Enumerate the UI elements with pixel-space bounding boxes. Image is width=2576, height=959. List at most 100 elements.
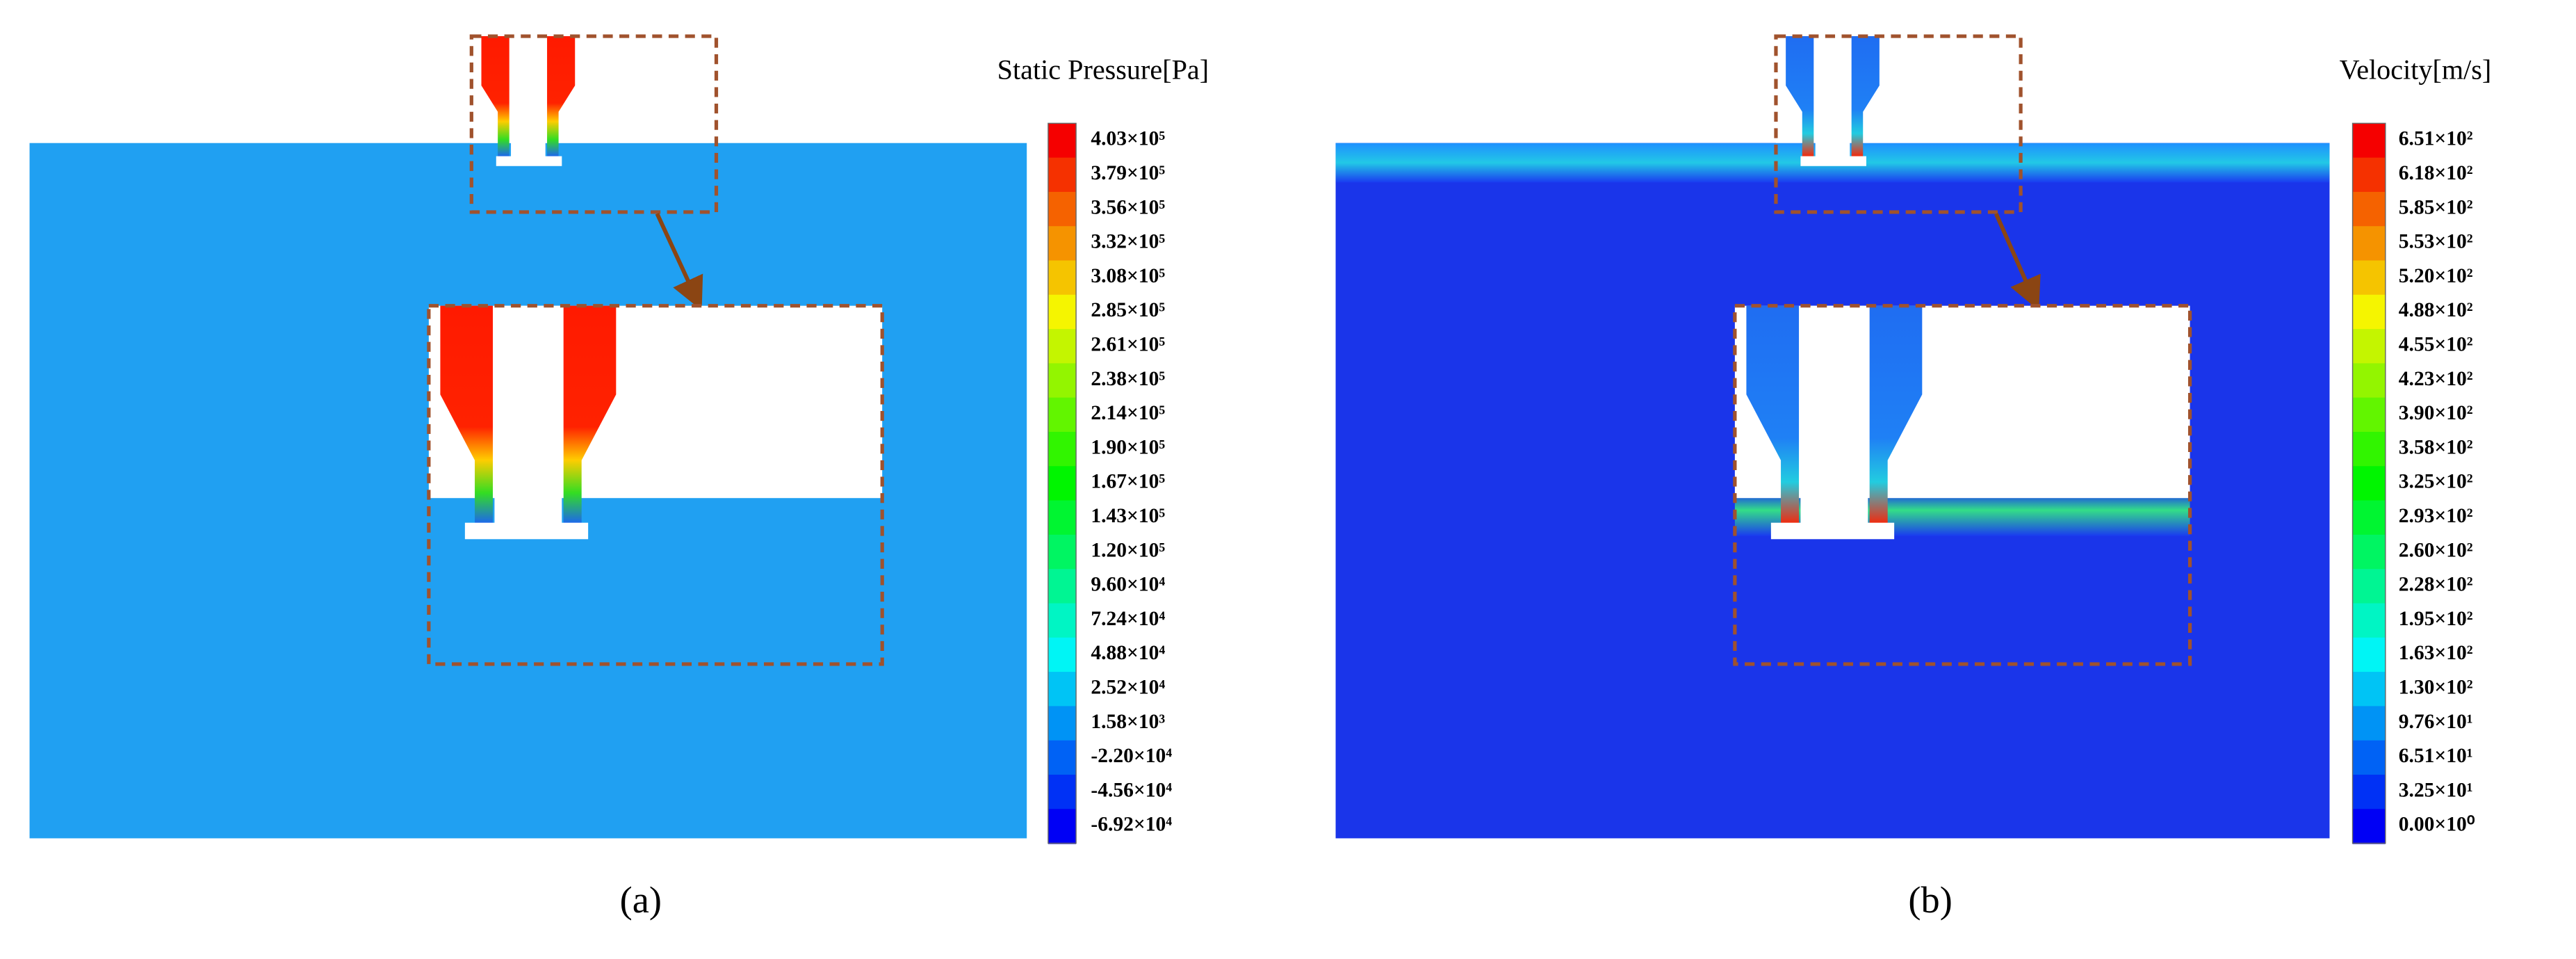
colorbar-label: 6.51×10¹ <box>2399 745 2473 767</box>
inset-flange <box>1770 522 1895 540</box>
inset-nozzle-left <box>1746 305 1800 526</box>
colorbar-label: 9.60×10⁴ <box>1091 574 1165 596</box>
flange <box>496 156 562 166</box>
colorbar-band <box>2352 123 2386 159</box>
colorbar-label: 4.23×10² <box>2399 368 2473 390</box>
colorbar-label: 2.93×10² <box>2399 505 2473 527</box>
colorbar-label: 1.20×10⁵ <box>1091 539 1165 561</box>
zoom-arrow <box>655 213 703 311</box>
colorbar-label: 3.25×10² <box>2399 471 2473 493</box>
colorbar-label: 5.53×10² <box>2399 231 2473 253</box>
inset-flange <box>464 522 589 540</box>
inset-nozzle-left <box>440 305 494 526</box>
colorbar-band <box>1047 809 1077 844</box>
zoom-box-small <box>1774 34 2023 214</box>
colorbar-band <box>1047 226 1077 261</box>
inset-stem <box>1800 305 1868 530</box>
colorbar-label: 5.85×10² <box>2399 196 2473 218</box>
colorbar-band <box>2352 740 2386 776</box>
colorbar-band <box>2352 534 2386 570</box>
colorbar-label: 7.24×10⁴ <box>1091 608 1165 630</box>
colorbar-label: 2.60×10² <box>2399 539 2473 561</box>
colorbar-band <box>2352 466 2386 501</box>
colorbar-band <box>1047 672 1077 707</box>
colorbar-band <box>1047 191 1077 227</box>
inset-stem <box>494 305 562 530</box>
colorbar-label: 3.90×10² <box>2399 402 2473 424</box>
colorbar-label: 4.55×10² <box>2399 334 2473 356</box>
colorbar-band <box>1047 706 1077 741</box>
caption: (b) <box>1908 879 1952 921</box>
colorbar-band <box>2352 431 2386 467</box>
colorbar-band <box>2352 226 2386 261</box>
colorbar-band <box>1047 260 1077 296</box>
nozzle-left <box>481 36 510 158</box>
nozzle-left <box>1786 36 1814 158</box>
colorbar-band <box>2352 500 2386 536</box>
colorbar-band <box>2352 774 2386 810</box>
colorbar-band <box>1047 157 1077 193</box>
colorbar-band <box>2352 260 2386 296</box>
colorbar-label: 5.20×10² <box>2399 265 2473 287</box>
colorbar-label: 2.52×10⁴ <box>1091 676 1165 698</box>
colorbar-band <box>2352 809 2386 844</box>
colorbar-band <box>1047 431 1077 467</box>
colorbar-band <box>2352 637 2386 673</box>
inset-nozzle-right <box>563 305 617 526</box>
colorbar-label: 4.88×10⁴ <box>1091 642 1165 664</box>
colorbar-band <box>1047 329 1077 364</box>
legend-title: Static Pressure[Pa] <box>997 54 1209 86</box>
colorbar-band <box>1047 603 1077 638</box>
flange <box>1800 156 1866 166</box>
colorbar-band <box>1047 397 1077 433</box>
colorbar-label: 2.28×10² <box>2399 574 2473 596</box>
zoom-arrow <box>1994 213 2041 311</box>
colorbar-label: 4.88×10² <box>2399 299 2473 321</box>
inset-nozzle-right <box>1869 305 1923 526</box>
colorbar-label: 3.58×10² <box>2399 436 2473 458</box>
colorbar-band <box>2352 157 2386 193</box>
colorbar-label: -6.92×10⁴ <box>1091 814 1172 836</box>
colorbar-band <box>2352 363 2386 398</box>
colorbar-label: 0.00×10⁰ <box>2399 814 2475 836</box>
colorbar-band <box>1047 294 1077 330</box>
colorbar-label: 3.79×10⁵ <box>1091 162 1165 184</box>
colorbar-label: 1.95×10² <box>2399 608 2473 630</box>
colorbar-band <box>1047 466 1077 501</box>
colorbar-label: 1.43×10⁵ <box>1091 505 1165 527</box>
zoom-box-small <box>469 34 719 214</box>
colorbar-label: 2.38×10⁵ <box>1091 368 1165 390</box>
zoom-box-large <box>1733 304 2192 666</box>
colorbar-label: 3.56×10⁵ <box>1091 196 1165 218</box>
colorbar-label: 1.63×10² <box>2399 642 2473 664</box>
colorbar-label: 1.30×10² <box>2399 676 2473 698</box>
colorbar-band <box>2352 329 2386 364</box>
colorbar-band <box>2352 397 2386 433</box>
colorbar-label: 6.51×10² <box>2399 128 2473 150</box>
colorbar-label: 4.03×10⁵ <box>1091 128 1165 150</box>
colorbar-band <box>1047 774 1077 810</box>
colorbar-label: 1.58×10³ <box>1091 711 1165 733</box>
colorbar-label: -4.56×10⁴ <box>1091 779 1172 801</box>
colorbar-frame <box>2351 122 2386 844</box>
colorbar-label: 3.32×10⁵ <box>1091 231 1165 253</box>
colorbar-label: 2.85×10⁵ <box>1091 299 1165 321</box>
colorbar-band <box>2352 672 2386 707</box>
panel-b <box>1335 34 2330 839</box>
caption: (a) <box>620 879 662 921</box>
colorbar-frame <box>1047 122 1077 844</box>
colorbar-band <box>1047 740 1077 776</box>
colorbar-label: 9.76×10¹ <box>2399 711 2473 733</box>
legend-title: Velocity[m/s] <box>2340 54 2492 86</box>
colorbar-band <box>2352 706 2386 741</box>
colorbar-band <box>2352 191 2386 227</box>
stem <box>1815 36 1850 161</box>
zoom-box-large <box>427 304 884 666</box>
colorbar-label: 1.90×10⁵ <box>1091 436 1165 458</box>
panel-a <box>29 34 1027 839</box>
colorbar-band <box>1047 363 1077 398</box>
colorbar-band <box>1047 500 1077 536</box>
colorbar-label: 2.14×10⁵ <box>1091 402 1165 424</box>
colorbar-label: -2.20×10⁴ <box>1091 745 1172 767</box>
